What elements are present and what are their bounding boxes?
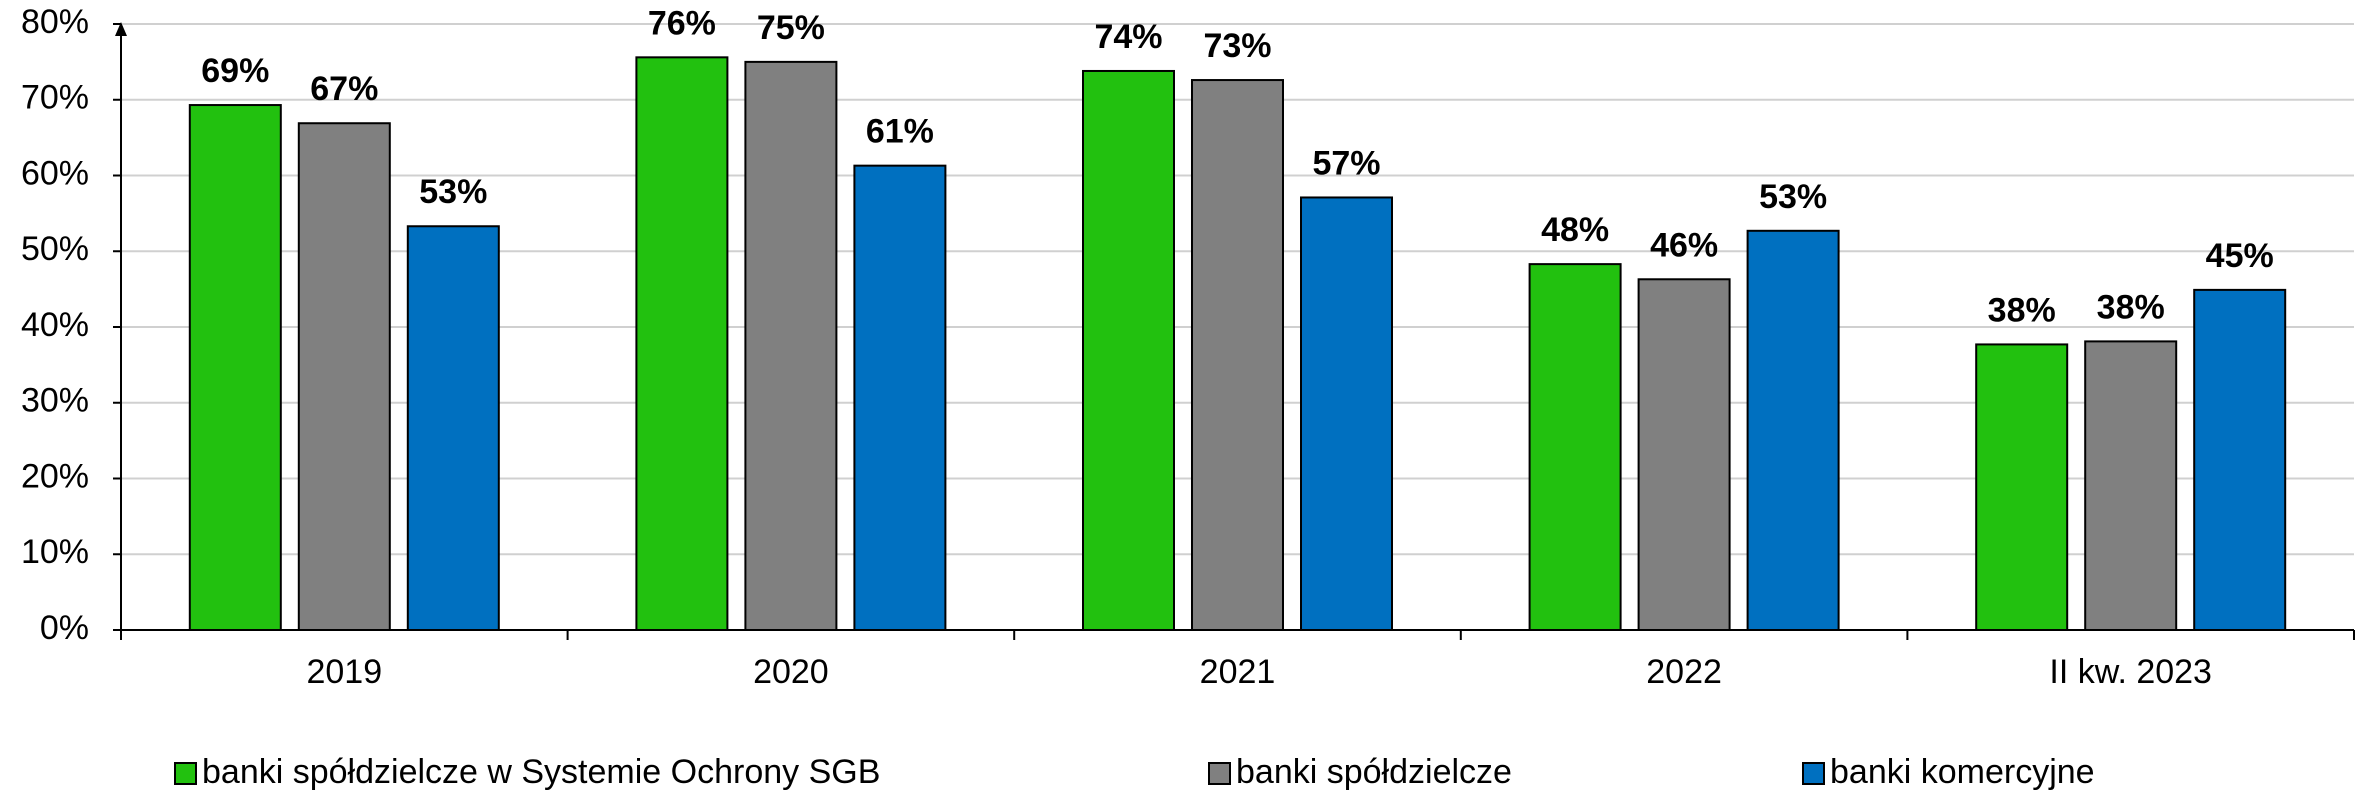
bar	[1975, 343, 2069, 631]
value-label: 46%	[1650, 226, 1718, 264]
x-tick-label: 2021	[1200, 653, 1276, 691]
legend-swatch	[1208, 762, 1231, 785]
value-label: 38%	[1988, 291, 2056, 329]
bar	[188, 104, 282, 632]
bar	[635, 56, 729, 631]
legend-swatch	[174, 762, 197, 785]
bar	[2193, 288, 2287, 631]
y-tick-label: 40%	[21, 306, 89, 344]
value-label: 74%	[1094, 18, 1162, 56]
value-label: 53%	[1759, 178, 1827, 216]
bar	[1528, 263, 1622, 631]
legend-label: banki komercyjne	[1830, 753, 2095, 791]
bar	[2084, 340, 2178, 631]
y-tick-label: 80%	[21, 3, 89, 41]
bar	[853, 164, 947, 631]
y-tick-label: 20%	[21, 457, 89, 495]
value-label: 45%	[2206, 237, 2274, 275]
legend-label: banki spółdzielcze	[1236, 753, 1512, 791]
bar	[1191, 79, 1284, 632]
value-label: 57%	[1312, 144, 1380, 182]
y-tick-label: 0%	[40, 609, 89, 647]
value-label: 69%	[201, 52, 269, 90]
value-label: 48%	[1541, 211, 1609, 249]
value-label: 38%	[2097, 288, 2165, 326]
value-label: 53%	[419, 173, 487, 211]
y-tick-label: 70%	[21, 79, 89, 117]
y-axis-arrow	[115, 22, 127, 36]
legend-swatch	[1802, 762, 1825, 785]
value-label: 67%	[310, 70, 378, 108]
x-tick-label: 2022	[1646, 653, 1722, 691]
x-tick-label: II kw. 2023	[2049, 653, 2212, 691]
y-tick-label: 10%	[21, 533, 89, 571]
value-label: 75%	[757, 9, 825, 47]
y-tick-label: 50%	[21, 230, 89, 268]
value-label: 73%	[1203, 27, 1271, 65]
bar	[297, 122, 391, 631]
legend-label: banki spółdzielcze w Systemie Ochrony SG…	[202, 753, 880, 791]
bar	[744, 60, 838, 631]
x-tick-label: 2019	[306, 653, 382, 691]
bar	[1300, 196, 1393, 631]
value-label: 76%	[648, 4, 716, 42]
y-tick-label: 60%	[21, 154, 89, 192]
y-tick-label: 30%	[21, 382, 89, 420]
bar	[1082, 69, 1175, 631]
x-tick-label: 2020	[753, 653, 829, 691]
bar	[406, 225, 500, 631]
bar	[1637, 278, 1731, 631]
bar	[1746, 229, 1840, 632]
value-label: 61%	[866, 113, 934, 151]
